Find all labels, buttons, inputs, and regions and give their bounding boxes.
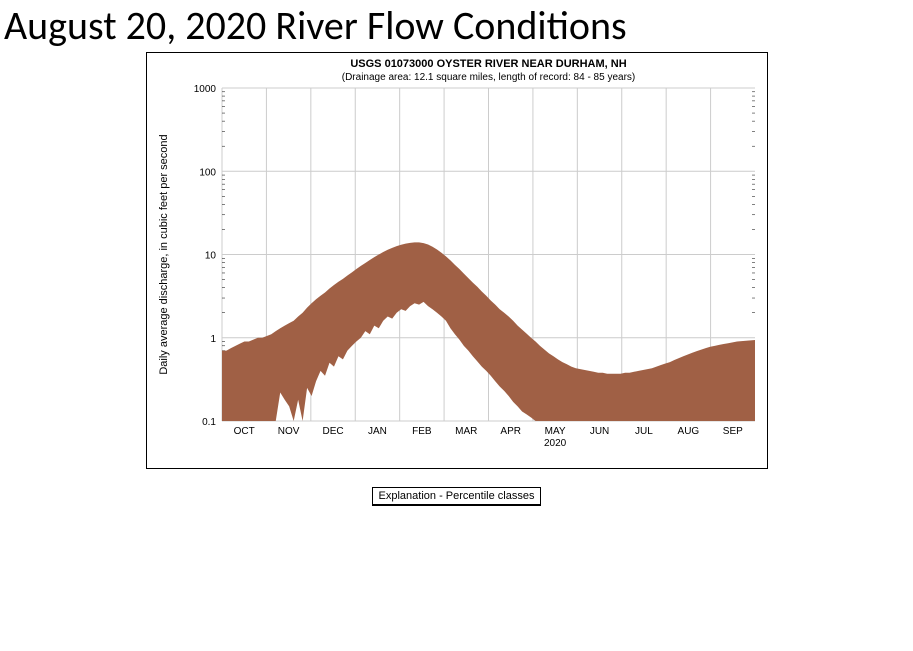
svg-text:FEB: FEB (412, 426, 432, 437)
legend: Explanation - Percentile classes (372, 487, 542, 506)
svg-text:0.1: 0.1 (202, 417, 216, 428)
svg-text:JUL: JUL (635, 426, 653, 437)
svg-text:DEC: DEC (322, 426, 343, 437)
svg-text:USGS 01073000 OYSTER RIVER NEA: USGS 01073000 OYSTER RIVER NEAR DURHAM, … (350, 58, 626, 70)
svg-text:JUN: JUN (589, 426, 608, 437)
svg-text:JAN: JAN (368, 426, 387, 437)
svg-text:APR: APR (500, 426, 521, 437)
svg-text:100: 100 (199, 167, 216, 178)
svg-text:NOV: NOV (277, 426, 299, 437)
svg-text:OCT: OCT (233, 426, 254, 437)
svg-text:Daily average discharge, in cu: Daily average discharge, in cubic feet p… (158, 134, 170, 374)
svg-text:AUG: AUG (677, 426, 699, 437)
svg-text:MAR: MAR (455, 426, 477, 437)
svg-text:10: 10 (204, 251, 216, 262)
svg-text:1: 1 (210, 334, 216, 345)
svg-text:2020: 2020 (544, 438, 567, 449)
svg-text:(Drainage area: 12.1 square mi: (Drainage area: 12.1 square miles, lengt… (341, 72, 635, 83)
chart-container: USGS 01073000 OYSTER RIVER NEAR DURHAM, … (0, 52, 913, 506)
flow-chart: USGS 01073000 OYSTER RIVER NEAR DURHAM, … (146, 52, 768, 469)
svg-text:SEP: SEP (722, 426, 742, 437)
svg-text:1000: 1000 (193, 84, 216, 95)
svg-text:MAY: MAY (544, 426, 565, 437)
page-title: August 20, 2020 River Flow Conditions (0, 0, 913, 52)
legend-title: Explanation - Percentile classes (373, 488, 541, 505)
